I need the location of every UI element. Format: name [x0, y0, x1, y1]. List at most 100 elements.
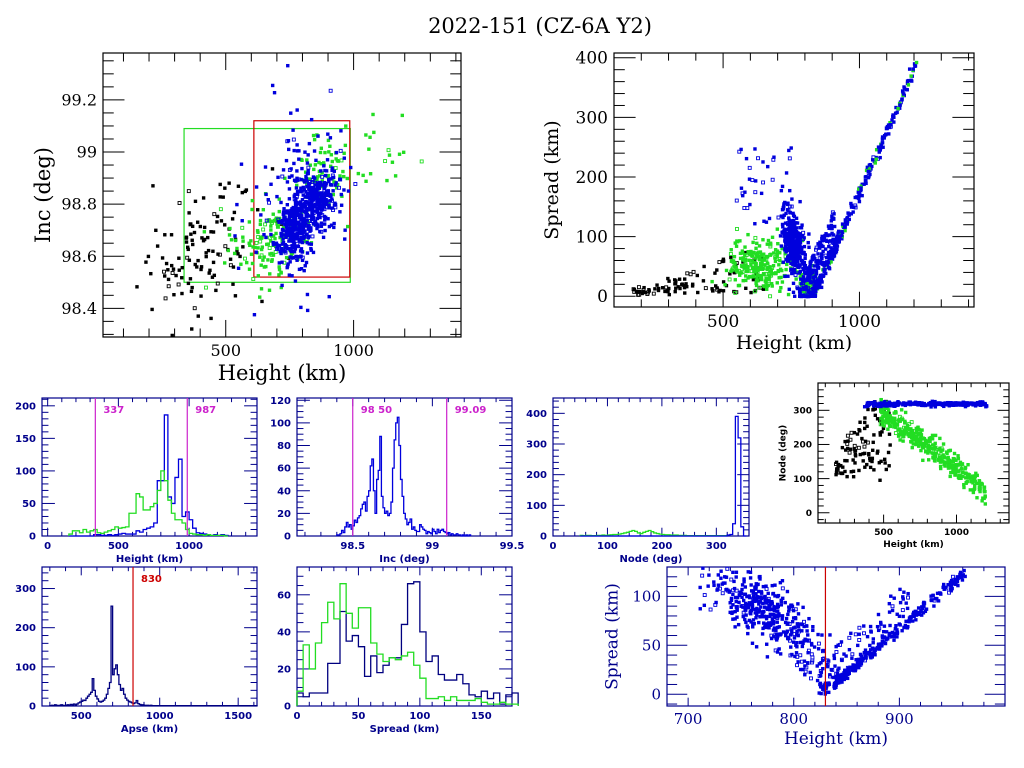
data-point — [807, 616, 811, 621]
data-point — [868, 465, 873, 470]
data-point — [862, 451, 867, 456]
data-point — [795, 663, 799, 668]
data-point — [911, 67, 915, 71]
data-point — [781, 260, 786, 264]
data-point — [267, 218, 271, 222]
data-point — [891, 404, 895, 408]
data-point — [788, 251, 793, 256]
data-point — [284, 158, 289, 163]
data-point — [190, 224, 195, 229]
data-point — [954, 401, 958, 405]
data-point — [872, 651, 876, 656]
data-point — [764, 625, 769, 630]
data-point — [284, 255, 289, 260]
data-point — [279, 270, 283, 275]
data-point — [898, 103, 902, 107]
data-point — [885, 401, 889, 405]
data-point — [757, 620, 761, 625]
y-tick-label: 300 — [526, 440, 547, 451]
data-point — [764, 616, 769, 621]
data-point — [775, 615, 780, 619]
data-point — [916, 606, 921, 610]
data-point — [887, 464, 891, 468]
data-point — [212, 273, 217, 278]
data-point — [721, 280, 726, 284]
data-point — [946, 401, 950, 406]
data-point — [307, 203, 312, 208]
data-point — [303, 150, 307, 154]
data-point — [900, 608, 905, 613]
data-point — [281, 210, 286, 214]
data-point — [170, 333, 174, 338]
data-point — [787, 609, 791, 613]
data-point — [280, 260, 284, 264]
data-point — [979, 402, 984, 406]
data-point — [950, 574, 955, 579]
data-point — [788, 188, 792, 193]
data-point — [899, 408, 904, 412]
data-point — [277, 243, 282, 248]
data-point — [753, 179, 758, 183]
data-point — [201, 196, 206, 200]
data-point — [834, 683, 838, 687]
data-point — [931, 593, 935, 598]
data-point — [890, 630, 895, 635]
data-point — [719, 576, 723, 580]
data-point — [303, 204, 307, 209]
data-point — [311, 185, 316, 190]
data-point — [799, 277, 803, 281]
data-point — [772, 615, 776, 619]
data-point — [734, 588, 739, 593]
histogram-green — [68, 470, 229, 537]
data-point — [745, 624, 749, 628]
data-point — [331, 175, 336, 180]
data-point — [781, 215, 785, 220]
data-point — [732, 270, 737, 275]
data-point — [299, 240, 303, 244]
data-point — [878, 642, 883, 646]
data-point — [743, 190, 747, 194]
data-point — [339, 192, 344, 197]
data-point — [880, 402, 884, 406]
data-point — [293, 204, 298, 208]
data-point — [632, 287, 637, 292]
data-point — [749, 262, 753, 267]
data-point — [928, 439, 932, 443]
data-point — [887, 414, 891, 418]
data-point — [757, 589, 761, 594]
x-tick-label: 500 — [210, 341, 241, 360]
data-point — [796, 660, 800, 664]
data-point — [876, 643, 881, 647]
data-point — [319, 146, 324, 150]
data-point — [787, 228, 792, 233]
data-point — [393, 174, 398, 178]
data-point — [811, 628, 815, 633]
data-point — [767, 623, 771, 627]
data-point — [833, 675, 838, 679]
data-point — [834, 644, 838, 649]
data-point — [784, 267, 788, 272]
data-point — [144, 260, 148, 264]
y-tick-label: 20 — [277, 664, 291, 675]
data-point — [814, 247, 818, 252]
data-point — [364, 133, 368, 137]
data-point — [291, 128, 295, 132]
data-point — [800, 289, 804, 294]
data-point — [708, 607, 713, 612]
data-point — [250, 207, 254, 212]
data-point — [789, 603, 793, 607]
data-point — [837, 677, 841, 681]
data-point — [770, 607, 774, 612]
x-tick-label: 900 — [885, 710, 914, 728]
data-point — [798, 640, 803, 645]
data-point — [882, 400, 887, 404]
data-point — [802, 260, 807, 265]
data-point — [768, 294, 773, 299]
y-tick-label: 60 — [277, 464, 291, 475]
data-point — [236, 184, 241, 188]
data-point — [857, 468, 861, 473]
data-point — [323, 218, 327, 222]
y-tick-label: 0 — [806, 509, 812, 519]
data-point — [951, 402, 955, 406]
